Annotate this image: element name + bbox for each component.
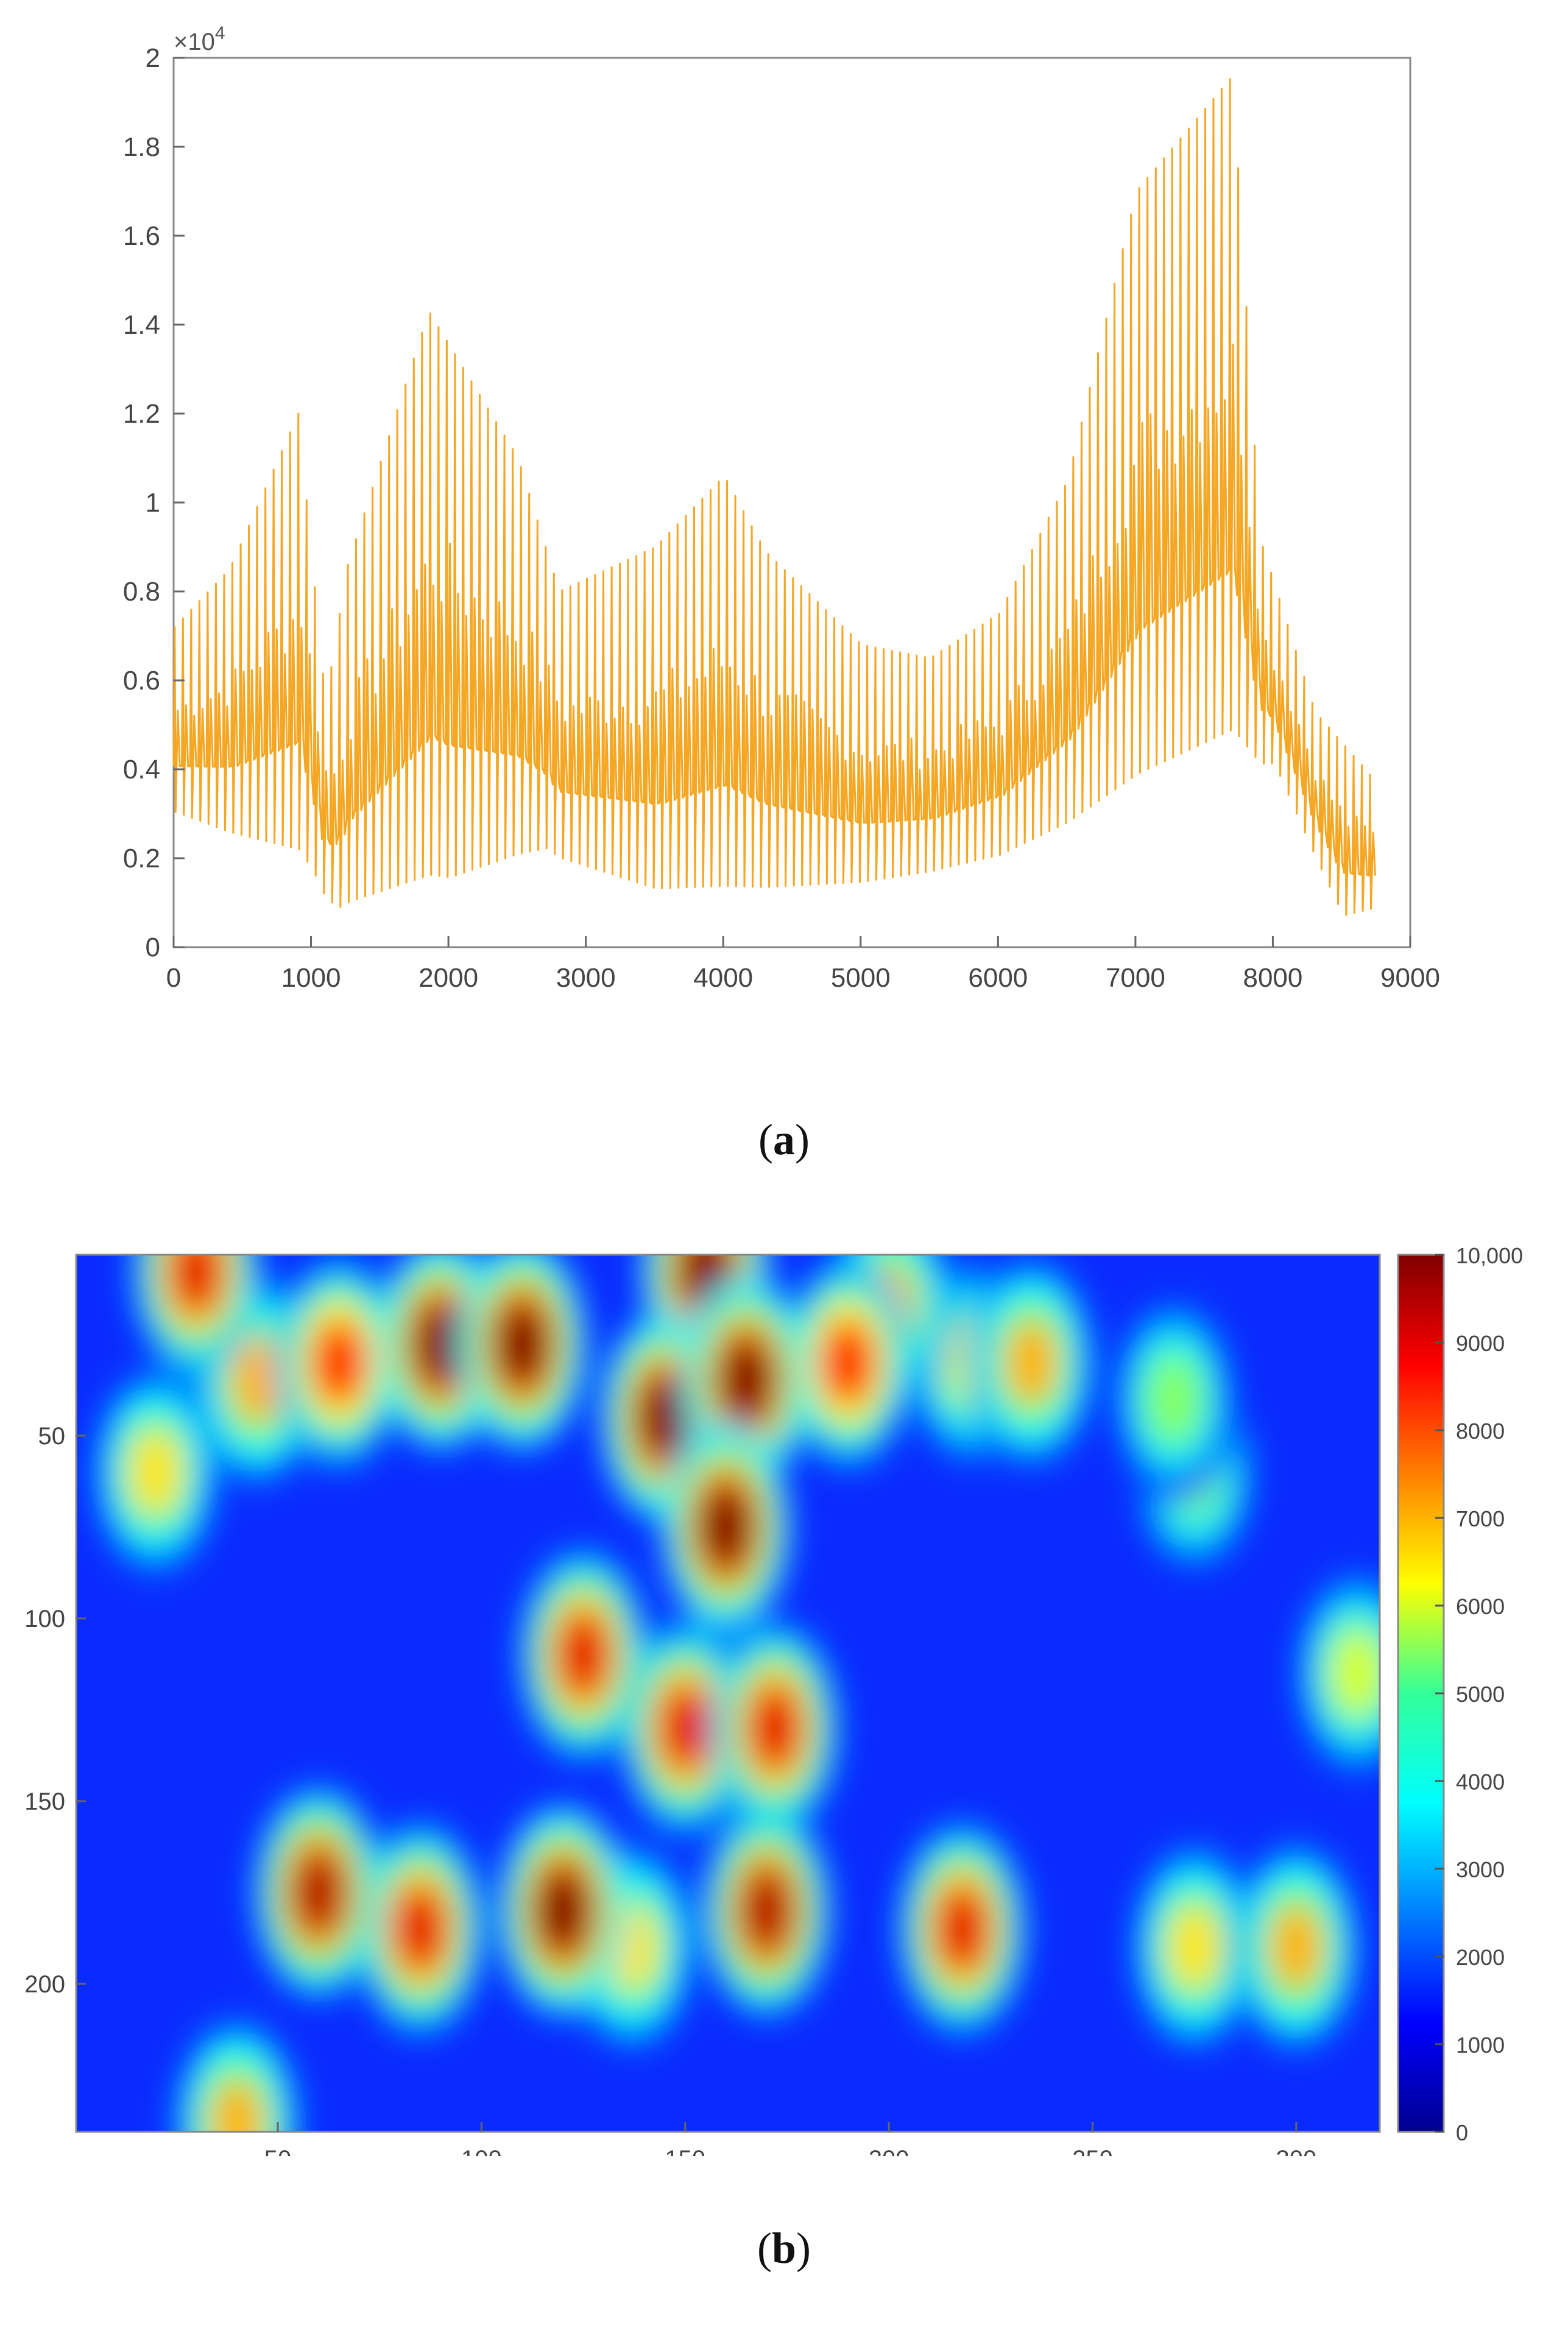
- heatmap-hotspot: [821, 1319, 875, 1406]
- caption-a: (a): [758, 1115, 810, 1164]
- colorbar-tick-label: 9000: [1456, 1331, 1505, 1356]
- heatmap-hotspot: [556, 1611, 610, 1699]
- x-tick-label: 3000: [556, 963, 616, 993]
- y-tick-label-b: 200: [24, 1971, 65, 1998]
- colorbar-tick-label: 3000: [1456, 1857, 1505, 1882]
- colorbar-tick-label: 6000: [1456, 1594, 1505, 1619]
- colorbar-tick-label: 8000: [1456, 1419, 1505, 1444]
- heatmap-hotspot: [210, 2079, 264, 2132]
- colorbar-tick-label: 1000: [1456, 2033, 1505, 2058]
- signal-line: [172, 78, 1376, 916]
- y-axis-ticks: 0 0.2 0.4 0.6 0.8 1 1.2 1.4 1.6 1.8 2: [123, 43, 185, 962]
- x-tick-label: 1000: [281, 963, 341, 993]
- y-tick-label: 1.4: [123, 310, 160, 340]
- heatmap-hotspot: [1147, 1355, 1201, 1443]
- heatmap-hotspot: [414, 1300, 468, 1388]
- colorbar-tick-label: 7000: [1456, 1506, 1505, 1531]
- heatmap-hotspot: [536, 1867, 590, 1955]
- heatmap-chart: 50 100 150 200 250 300 50 100 150 200 0 1000 2000 3…: [24, 1243, 1523, 2156]
- x-tick-label-b: 250: [1072, 2146, 1113, 2156]
- heatmap-hotspot: [230, 1337, 284, 1425]
- x-tick-label: 8000: [1243, 963, 1302, 993]
- x-tick-label: 7000: [1106, 963, 1165, 993]
- heatmap-hotspot: [291, 1849, 345, 1936]
- heatmap-hotspot: [719, 1337, 774, 1425]
- y-exponent-label: ×104: [174, 23, 225, 55]
- colorbar-tick-label: 4000: [1456, 1769, 1505, 1794]
- line-chart: 0 1000 2000 3000 4000 5000 6000 7000 8000 9000 00…: [123, 23, 1440, 993]
- y-tick-label: 0.8: [123, 577, 160, 607]
- heatmap-hotspot: [129, 1428, 183, 1516]
- y-tick-label: 1: [146, 488, 160, 518]
- heatmap-hotspot: [312, 1319, 366, 1406]
- x-axis-ticks-b: 50 100 150 200 250 300: [264, 2122, 1317, 2156]
- y-tick-label: 1.6: [123, 221, 160, 251]
- x-tick-label-b: 200: [869, 2146, 909, 2156]
- x-tick-label: 2000: [418, 963, 478, 993]
- caption-b: (b): [757, 2224, 811, 2273]
- y-tick-label-b: 50: [38, 1423, 66, 1450]
- y-tick-label: 2: [146, 43, 160, 73]
- colorbar-tick-label: 5000: [1456, 1682, 1505, 1707]
- heatmap-hotspot: [747, 1684, 802, 1772]
- y-tick-label: 0: [146, 933, 160, 962]
- x-tick-label-b: 150: [665, 2146, 705, 2156]
- heatmap-hotspot: [495, 1300, 549, 1388]
- x-tick-label: 4000: [693, 963, 753, 993]
- heatmap-hotspot: [1269, 1903, 1323, 1991]
- colorbar-tick-label: 2000: [1456, 1945, 1505, 1970]
- heatmap-hotspot: [699, 1483, 753, 1571]
- y-tick-label: 0.4: [123, 755, 160, 785]
- y-tick-label-b: 150: [24, 1788, 65, 1815]
- x-axis-ticks: 0 1000 2000 3000 4000 5000 6000 7000 8000 9000: [166, 936, 1440, 993]
- heatmap-hotspot: [394, 1885, 448, 1973]
- signal-series: [172, 78, 1376, 916]
- colorbar-tick-label: 0: [1456, 2120, 1468, 2145]
- x-tick-label: 5000: [831, 963, 891, 993]
- x-tick-label-b: 300: [1276, 2146, 1317, 2156]
- y-tick-label-b: 100: [24, 1606, 65, 1632]
- x-tick-label: 0: [166, 963, 181, 993]
- plot-area-b: [75, 1254, 1381, 2133]
- y-tick-label: 1.8: [123, 132, 160, 162]
- heatmap-hotspot: [740, 1867, 794, 1955]
- heatmap-hotspot: [935, 1885, 989, 1973]
- y-tick-label: 1.2: [123, 399, 160, 429]
- x-tick-label-b: 50: [264, 2146, 292, 2156]
- x-tick-label: 6000: [968, 963, 1028, 993]
- heatmap-hotspot: [1167, 1903, 1221, 1991]
- y-axis-ticks-b: 50 100 150 200: [24, 1423, 86, 1998]
- x-tick-label-b: 100: [461, 2146, 502, 2156]
- heatmap-hotspot: [169, 1255, 224, 1315]
- heatmap-cells: [91, 1255, 1380, 2132]
- heatmap-hotspot: [638, 1374, 692, 1461]
- heatmap-hotspot: [1005, 1319, 1059, 1406]
- y-tick-label: 0.6: [123, 666, 160, 696]
- heatmap-hotspot: [1330, 1629, 1380, 1717]
- heatmap-hotspot: [658, 1684, 712, 1772]
- y-tick-label: 0.2: [123, 844, 160, 873]
- colorbar-ticks: 0 1000 2000 3000 4000 5000 6000 7000 8000 9000 10,…: [1435, 1243, 1523, 2145]
- colorbar-tick-label: 10,000: [1456, 1243, 1523, 1268]
- x-tick-label: 9000: [1380, 963, 1440, 993]
